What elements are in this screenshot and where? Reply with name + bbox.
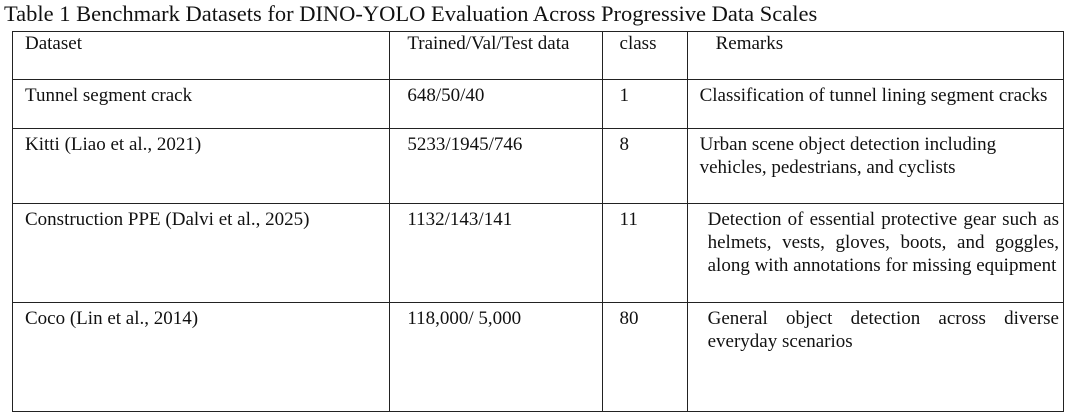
header-dataset: Dataset [11, 31, 391, 80]
cell-remarks: Classification of tunnel lining segment … [686, 78, 1065, 130]
cell-class: 11 [601, 203, 688, 303]
cell-remarks: Urban scene object detection including v… [686, 128, 1065, 205]
header-split: Trained/Val/Test data [389, 31, 603, 80]
header-class: class [601, 31, 688, 80]
table-row: Coco (Lin et al., 2014) 118,000/ 5,000 8… [11, 301, 1065, 413]
cell-dataset: Kitti (Liao et al., 2021) [11, 128, 391, 205]
cell-remarks: General object detection across diverse … [686, 301, 1065, 413]
cell-remarks: Detection of essential protective gear s… [686, 203, 1065, 303]
table-caption: Table 1 Benchmark Datasets for DINO-YOLO… [4, 1, 818, 26]
cell-split: 648/50/40 [389, 78, 603, 130]
cell-split: 118,000/ 5,000 [389, 301, 603, 413]
table-row: Kitti (Liao et al., 2021) 5233/1945/746 … [11, 128, 1065, 205]
cell-dataset: Coco (Lin et al., 2014) [11, 301, 391, 413]
cell-class: 8 [601, 128, 688, 205]
table-header-row: Dataset Trained/Val/Test data class Rema… [11, 31, 1065, 80]
benchmark-table: Dataset Trained/Val/Test data class Rema… [11, 31, 1065, 413]
cell-dataset: Construction PPE (Dalvi et al., 2025) [11, 203, 391, 303]
header-remarks: Remarks [686, 31, 1065, 80]
cell-split: 5233/1945/746 [389, 128, 603, 205]
cell-split: 1132/143/141 [389, 203, 603, 303]
cell-class: 80 [601, 301, 688, 413]
table-row: Tunnel segment crack 648/50/40 1 Classif… [11, 78, 1065, 130]
cell-class: 1 [601, 78, 688, 130]
table-row: Construction PPE (Dalvi et al., 2025) 11… [11, 203, 1065, 303]
cell-dataset: Tunnel segment crack [11, 78, 391, 130]
